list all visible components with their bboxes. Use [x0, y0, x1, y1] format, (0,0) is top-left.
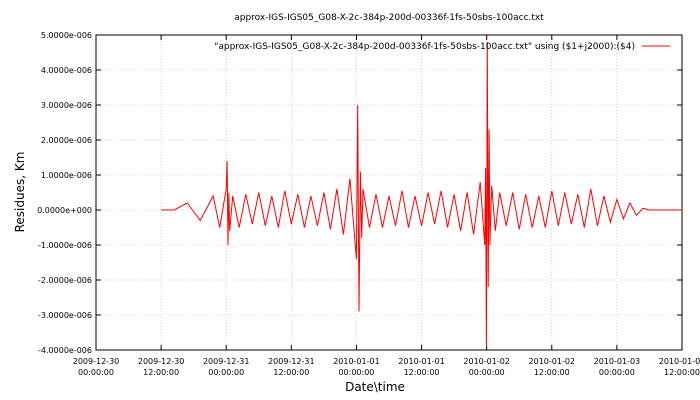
x-tick-label-time: 12:00:00	[404, 368, 440, 377]
x-tick-label-date: 2009-12-30	[73, 357, 120, 366]
y-tick-label: 3.0000e-006	[41, 101, 92, 110]
plot-frame	[95, 34, 683, 351]
x-tick-label-date: 2010-01-01	[398, 357, 445, 366]
x-tick-label-time: 00:00:00	[78, 368, 114, 377]
x-tick-label-time: 00:00:00	[599, 368, 635, 377]
x-axis-title: Date\time	[345, 380, 405, 394]
x-tick-label-date: 2010-01-01	[333, 357, 380, 366]
y-tick-label: 0.0000e+000	[37, 206, 92, 215]
y-tick-label: -2.0000e-006	[38, 276, 92, 285]
x-tick-label-time: 00:00:00	[469, 368, 505, 377]
y-tick-label: -4.0000e-006	[38, 346, 92, 355]
y-tick-label: 2.0000e-006	[41, 136, 92, 145]
y-tick-label: -1.0000e-006	[38, 241, 92, 250]
gridlines	[96, 35, 682, 350]
y-axis: 5.0000e-006 4.0000e-006 3.0000e-006 2.0000e…	[37, 31, 682, 355]
x-tick-label-time: 00:00:00	[208, 368, 244, 377]
x-tick-label-time: 12:00:00	[273, 368, 309, 377]
legend-label: "approx-IGS-IGS05_G08-X-2c-384p-200d-003…	[214, 42, 635, 52]
y-tick-label: -3.0000e-006	[38, 311, 92, 320]
x-tick-label-date: 2009-12-31	[203, 357, 250, 366]
series-line	[161, 41, 682, 347]
x-tick-label-time: 12:00:00	[664, 368, 700, 377]
y-tick-label: 5.0000e-006	[41, 31, 92, 40]
x-tick-label-time: 00:00:00	[338, 368, 374, 377]
y-axis-title: Residues, Km	[13, 152, 27, 233]
legend: "approx-IGS-IGS05_G08-X-2c-384p-200d-003…	[214, 42, 670, 52]
x-tick-label-date: 2009-12-30	[138, 357, 185, 366]
x-axis: 2009-12-30 00:00:00 2009-12-30 12:00:00 2009…	[73, 35, 700, 377]
x-tick-label-date: 2010-01-02	[529, 357, 576, 366]
y-tick-label: 1.0000e-006	[41, 171, 92, 180]
x-tick-label-time: 12:00:00	[143, 368, 179, 377]
x-tick-label-date: 2010-01-02	[463, 357, 510, 366]
x-tick-label-date: 2010-01-03	[594, 357, 641, 366]
x-tick-label-date: 2009-12-31	[268, 357, 315, 366]
x-tick-label-date: 2010-01-03	[659, 357, 700, 366]
chart-title: approx-IGS-IGS05_G08-X-2c-384p-200d-0033…	[234, 13, 544, 23]
x-tick-label-time: 12:00:00	[534, 368, 570, 377]
y-tick-label: 4.0000e-006	[41, 66, 92, 75]
